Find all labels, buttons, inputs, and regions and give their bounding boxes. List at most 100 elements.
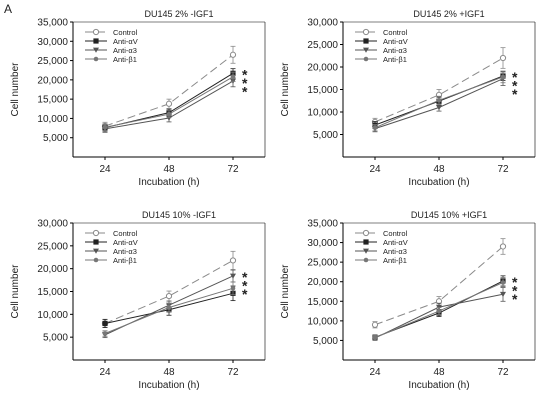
data-point [436,105,442,111]
significance-asterisk: * [242,269,248,285]
legend-label: Anti-αV [383,238,408,247]
chart-title: DU145 2% -IGF1 [144,9,213,19]
data-point [500,291,506,298]
x-tick-label: 48 [163,164,175,175]
legend-item: Anti-β1 [355,256,407,265]
legend-label: Control [113,28,138,37]
legend-item: Anti-β1 [355,55,407,64]
legend-item: Anti-αV [85,37,138,46]
legend-marker [363,248,369,254]
legend-label: Anti-β1 [383,55,407,64]
y-tick-label: 15,000 [307,297,338,308]
x-axis-label: Incubation (h) [138,380,199,391]
legend-label: Control [383,229,408,238]
x-tick-label: 48 [163,367,175,378]
data-point [102,331,108,336]
legend-marker [93,257,99,263]
chart-panel-3: DU145 10% -IGF1 5,000 10,000 15,000 20,000 25… [10,210,266,391]
y-tick-label: 25,000 [307,258,338,269]
significance-asterisk: * [512,86,518,102]
legend-marker [92,229,100,237]
data-point [372,335,378,340]
data-point [500,280,506,285]
data-point [230,74,236,80]
legend-label: Anti-β1 [383,256,407,265]
legend-marker [93,38,99,44]
y-tick-label: 20,000 [37,75,68,86]
y-tick-label: 15,000 [307,85,338,96]
legend-item: Anti-α3 [355,46,407,55]
legend-label: Anti-α3 [383,247,407,256]
significance-asterisk: * [512,282,518,298]
legend-item: Anti-α3 [355,247,407,256]
legend-label: Control [383,28,408,37]
legend-item: Anti-α3 [85,46,137,55]
legend-label: Anti-β1 [113,55,137,64]
data-point [500,74,506,80]
legend-marker [363,38,369,44]
significance-asterisk: * [512,78,518,94]
legend-marker [93,239,99,245]
y-axis-label: Cell number [280,264,291,319]
legend-marker [93,248,99,254]
legend-item: Anti-αV [355,37,408,46]
y-tick-label: 25,000 [37,241,68,252]
chart-panel-1: DU145 2% -IGF1 5,000 10,000 15,000 20,000 25,… [10,9,266,188]
data-point [165,100,173,107]
data-point [436,98,442,103]
legend-label: Anti-αV [383,37,408,46]
x-axis-label: Incubation (h) [138,177,199,188]
y-tick-label: 5,000 [313,130,338,141]
legend-label: Anti-αV [113,238,138,247]
legend-marker [363,56,369,62]
chart-title: DU145 2% +IGF1 [413,9,484,19]
data-point [371,321,379,328]
data-point [166,305,172,310]
y-tick-label: 25,000 [37,56,68,67]
y-tick-label: 10,000 [37,114,68,125]
data-point [372,125,378,131]
legend-item: Anti-α3 [85,247,137,256]
data-point [229,51,237,58]
legend-marker [363,47,369,53]
legend-marker [363,257,369,263]
y-tick-label: 30,000 [37,37,68,48]
y-tick-label: 25,000 [307,40,338,51]
legend-item: Control [85,28,138,37]
legend-label: Anti-β1 [113,256,137,265]
chart-panel-2: DU145 2% +IGF1 5,000 10,000 15,000 20,000 25,… [280,9,536,188]
y-axis-label: Cell number [10,264,21,319]
x-tick-label: 24 [99,367,111,378]
x-tick-label: 48 [433,367,445,378]
y-tick-label: 5,000 [43,333,68,344]
chart-title: DU145 10% -IGF1 [142,210,216,220]
y-tick-label: 30,000 [307,238,338,249]
y-tick-label: 30,000 [37,219,68,230]
series-1 [371,238,507,329]
y-tick-label: 20,000 [307,63,338,74]
x-tick-label: 24 [99,164,111,175]
series-4 [102,71,236,132]
y-tick-label: 10,000 [307,108,338,119]
data-point [165,292,173,300]
legend-item: Anti-αV [85,238,138,247]
legend-label: Anti-α3 [113,247,137,256]
x-tick-label: 24 [369,367,381,378]
y-tick-label: 35,000 [307,219,338,230]
y-tick-label: 10,000 [37,310,68,321]
legend-marker [93,47,99,53]
data-point [499,243,507,250]
legend-item: Anti-β1 [85,55,137,64]
y-tick-label: 15,000 [37,95,68,106]
y-tick-label: 5,000 [43,133,68,144]
legend-label: Anti-α3 [383,46,407,55]
x-tick-label: 72 [227,367,239,378]
legend-item: Control [355,28,408,37]
significance-asterisk: * [512,291,518,307]
series-4 [372,277,506,341]
legend-marker [363,239,369,245]
